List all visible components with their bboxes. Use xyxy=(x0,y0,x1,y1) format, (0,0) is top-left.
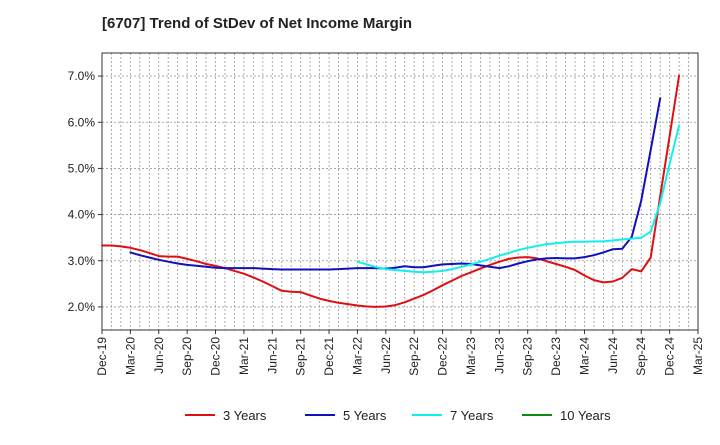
x-tick-label: Mar-22 xyxy=(350,337,364,375)
y-tick-label: 5.0% xyxy=(68,161,96,175)
x-tick-label: Dec-24 xyxy=(663,337,677,376)
x-tick-label: Jun-23 xyxy=(492,337,506,374)
series-line-3-years xyxy=(101,74,681,308)
x-tick-label: Mar-25 xyxy=(691,337,705,375)
x-tick-label: Dec-19 xyxy=(95,337,109,376)
plot-frame xyxy=(101,52,699,331)
legend-label: 10 Years xyxy=(560,408,611,423)
series-line-5-years xyxy=(129,97,662,271)
x-tick-label: Sep-23 xyxy=(521,337,535,376)
x-tick-label: Dec-23 xyxy=(549,337,563,376)
x-tick-label: Mar-20 xyxy=(123,337,137,375)
series-line-7-years xyxy=(356,124,681,274)
plot-area xyxy=(102,53,698,330)
x-tick-label: Jun-22 xyxy=(379,337,393,374)
x-tick-label: Sep-22 xyxy=(407,337,421,376)
x-tick-label: Dec-22 xyxy=(436,337,450,376)
x-tick-label: Mar-21 xyxy=(237,337,251,375)
x-tick-label: Sep-24 xyxy=(634,337,648,376)
x-tick-label: Jun-21 xyxy=(265,337,279,374)
x-tick-label: Sep-20 xyxy=(180,337,194,376)
chart-title: [6707] Trend of StDev of Net Income Marg… xyxy=(102,15,413,32)
y-tick-label: 4.0% xyxy=(68,208,96,222)
x-tick-label: Dec-20 xyxy=(209,337,223,376)
x-tick-label: Jun-20 xyxy=(152,337,166,374)
x-tick-label: Mar-23 xyxy=(464,337,478,375)
legend-label: 3 Years xyxy=(223,408,267,423)
legend-label: 5 Years xyxy=(343,408,387,423)
x-tick-label: Jun-24 xyxy=(606,337,620,374)
legend-label: 7 Years xyxy=(450,408,494,423)
y-tick-label: 2.0% xyxy=(68,300,96,314)
y-tick-label: 6.0% xyxy=(68,115,96,129)
x-tick-label: Dec-21 xyxy=(322,337,336,376)
x-tick-label: Sep-21 xyxy=(294,337,308,376)
y-tick-label: 7.0% xyxy=(68,69,96,83)
x-tick-label: Mar-24 xyxy=(577,337,591,375)
y-tick-label: 3.0% xyxy=(68,254,96,268)
